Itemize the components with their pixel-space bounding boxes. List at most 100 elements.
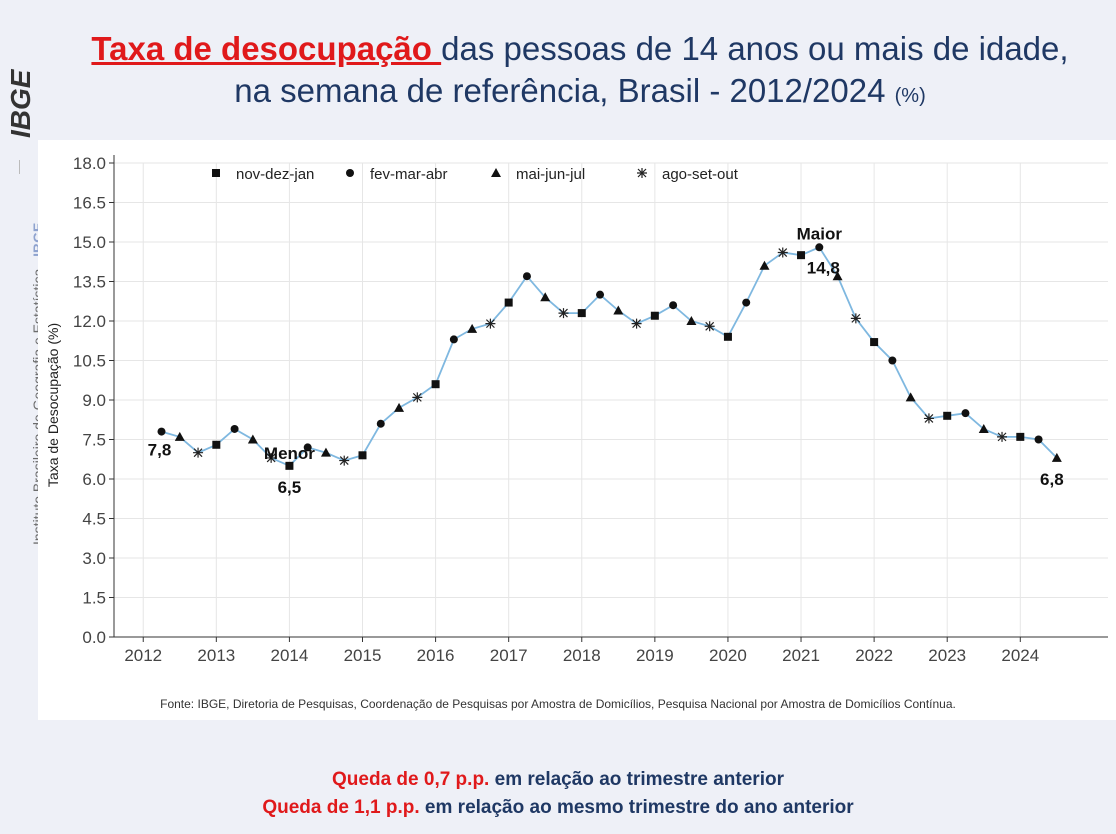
- data-point-triangle: [540, 292, 551, 302]
- data-point-triangle: [759, 260, 770, 270]
- data-point-asterisk: [412, 392, 423, 403]
- series-line: [161, 246, 1058, 467]
- title-unit: (%): [894, 85, 926, 107]
- annotation-label: 6,8: [1040, 470, 1064, 489]
- data-point-triangle: [467, 323, 478, 333]
- x-tick-label: 2012: [124, 646, 162, 665]
- data-point-square: [358, 451, 367, 460]
- source-note: Fonte: IBGE, Diretoria de Pesquisas, Coo…: [160, 697, 956, 711]
- data-point-square: [870, 338, 879, 347]
- legend-label: mai-jun-jul: [516, 166, 585, 183]
- x-tick-label: 2021: [782, 646, 820, 665]
- data-point-asterisk: [339, 455, 350, 466]
- y-tick-label: 16.5: [73, 194, 106, 213]
- legend-marker-triangle: [491, 168, 501, 177]
- chart-panel: 0.0 1.5 3.0 4.5 6.0 7.5 9.0 10.5 12.0 13.5 15.0 16.…: [38, 140, 1116, 720]
- data-point-asterisk: [485, 318, 496, 329]
- x-tick-label: 2024: [1001, 646, 1039, 665]
- y-tick-label: 7.5: [82, 431, 106, 450]
- legend-marker-asterisk: [637, 168, 647, 178]
- data-point-circle: [815, 243, 824, 252]
- data-point-triangle: [978, 423, 989, 433]
- title-rest: das pessoas de 14 anos ou mais de idade,: [441, 30, 1069, 67]
- title-highlight: Taxa de desocupação: [91, 30, 442, 67]
- data-point-circle: [1034, 435, 1043, 444]
- footer-summary: Queda de 0,7 p.p. em relação ao trimestr…: [0, 766, 1116, 822]
- year-drop: Queda de 1,1 p.p.: [262, 797, 420, 818]
- x-tick-label: 2015: [344, 646, 382, 665]
- title-line-1: Taxa de desocupação das pessoas de 14 an…: [60, 28, 1100, 70]
- y-tick-label: 4.5: [82, 510, 106, 529]
- data-point-square: [1016, 432, 1025, 441]
- data-point-square: [431, 380, 440, 389]
- data-point-square: [943, 411, 952, 420]
- legend-label: ago-set-out: [662, 166, 739, 183]
- x-tick-label: 2013: [197, 646, 235, 665]
- data-point-square: [577, 309, 586, 318]
- legend-label: fev-mar-abr: [370, 166, 448, 183]
- legend-marker-square: [212, 169, 220, 177]
- data-point-asterisk: [558, 308, 569, 319]
- data-point-square: [212, 440, 221, 449]
- data-point-square: [285, 461, 294, 470]
- data-point-asterisk: [193, 447, 204, 458]
- x-tick-label: 2022: [855, 646, 893, 665]
- sidebar: IBGE Instituto Brasileiro de Geografia e…: [0, 0, 48, 560]
- quarter-drop: Queda de 0,7 p.p.: [332, 769, 490, 790]
- footer-line-1: Queda de 0,7 p.p. em relação ao trimestr…: [0, 766, 1116, 794]
- data-point-circle: [669, 301, 678, 310]
- y-tick-label: 3.0: [82, 549, 106, 568]
- data-point-circle: [230, 424, 239, 433]
- annotation-label: 6,5: [278, 478, 302, 497]
- annotation-label: Menor: [264, 444, 315, 463]
- data-point-triangle: [174, 431, 185, 441]
- footer-line-2: Queda de 1,1 p.p. em relação ao mesmo tr…: [0, 794, 1116, 822]
- ibge-logo: IBGE: [5, 68, 36, 138]
- y-axis-label: Taxa de Desocupação (%): [45, 323, 61, 487]
- annotation-label: Maior: [797, 224, 843, 243]
- data-point-square: [650, 311, 659, 320]
- data-point-square: [797, 251, 806, 260]
- y-tick-label: 9.0: [82, 391, 106, 410]
- x-tick-label: 2018: [563, 646, 601, 665]
- data-point-triangle: [394, 402, 405, 412]
- data-point-asterisk: [266, 452, 277, 463]
- data-point-circle: [596, 290, 605, 299]
- annotation-label: 14,8: [807, 258, 840, 277]
- data-point-asterisk: [997, 431, 1008, 442]
- data-point-triangle: [686, 316, 697, 325]
- y-tick-label: 15.0: [73, 233, 106, 252]
- data-point-circle: [157, 427, 166, 436]
- data-point-circle: [303, 443, 312, 452]
- data-point-asterisk: [704, 321, 715, 332]
- title-line2-text: na semana de referência, Brasil - 2012/2…: [234, 72, 886, 109]
- y-tick-label: 0.0: [82, 628, 106, 647]
- data-point-triangle: [832, 271, 843, 281]
- data-point-square: [723, 332, 732, 341]
- data-point-triangle: [1051, 452, 1062, 462]
- data-point-circle: [522, 272, 531, 281]
- data-point-asterisk: [631, 318, 642, 329]
- data-point-circle: [888, 356, 897, 365]
- data-point-asterisk: [850, 313, 861, 324]
- data-point-square: [504, 298, 513, 307]
- data-point-circle: [742, 298, 751, 307]
- year-drop-text: em relação ao mesmo trimestre do ano ant…: [419, 797, 854, 818]
- x-tick-label: 2019: [636, 646, 674, 665]
- svg-text:IBGE: IBGE: [5, 68, 36, 138]
- unemployment-line-chart: 0.0 1.5 3.0 4.5 6.0 7.5 9.0 10.5 12.0 13.5 15.0 16.…: [45, 154, 1108, 665]
- title-line-2: na semana de referência, Brasil - 2012/2…: [60, 70, 1100, 117]
- data-point-circle: [449, 335, 458, 344]
- y-tick-label: 18.0: [73, 154, 106, 173]
- y-tick-label: 6.0: [82, 470, 106, 489]
- x-tick-label: 2020: [709, 646, 747, 665]
- y-tick-label: 1.5: [82, 589, 106, 608]
- y-tick-label: 10.5: [73, 352, 106, 371]
- data-point-circle: [376, 419, 385, 428]
- legend-marker-circle: [346, 169, 354, 177]
- legend-label: nov-dez-jan: [236, 166, 314, 183]
- y-tick-label: 13.5: [73, 273, 106, 292]
- annotation-label: 7,8: [148, 441, 172, 460]
- x-tick-label: 2017: [490, 646, 528, 665]
- quarter-drop-text: em relação ao trimestre anterior: [489, 769, 784, 790]
